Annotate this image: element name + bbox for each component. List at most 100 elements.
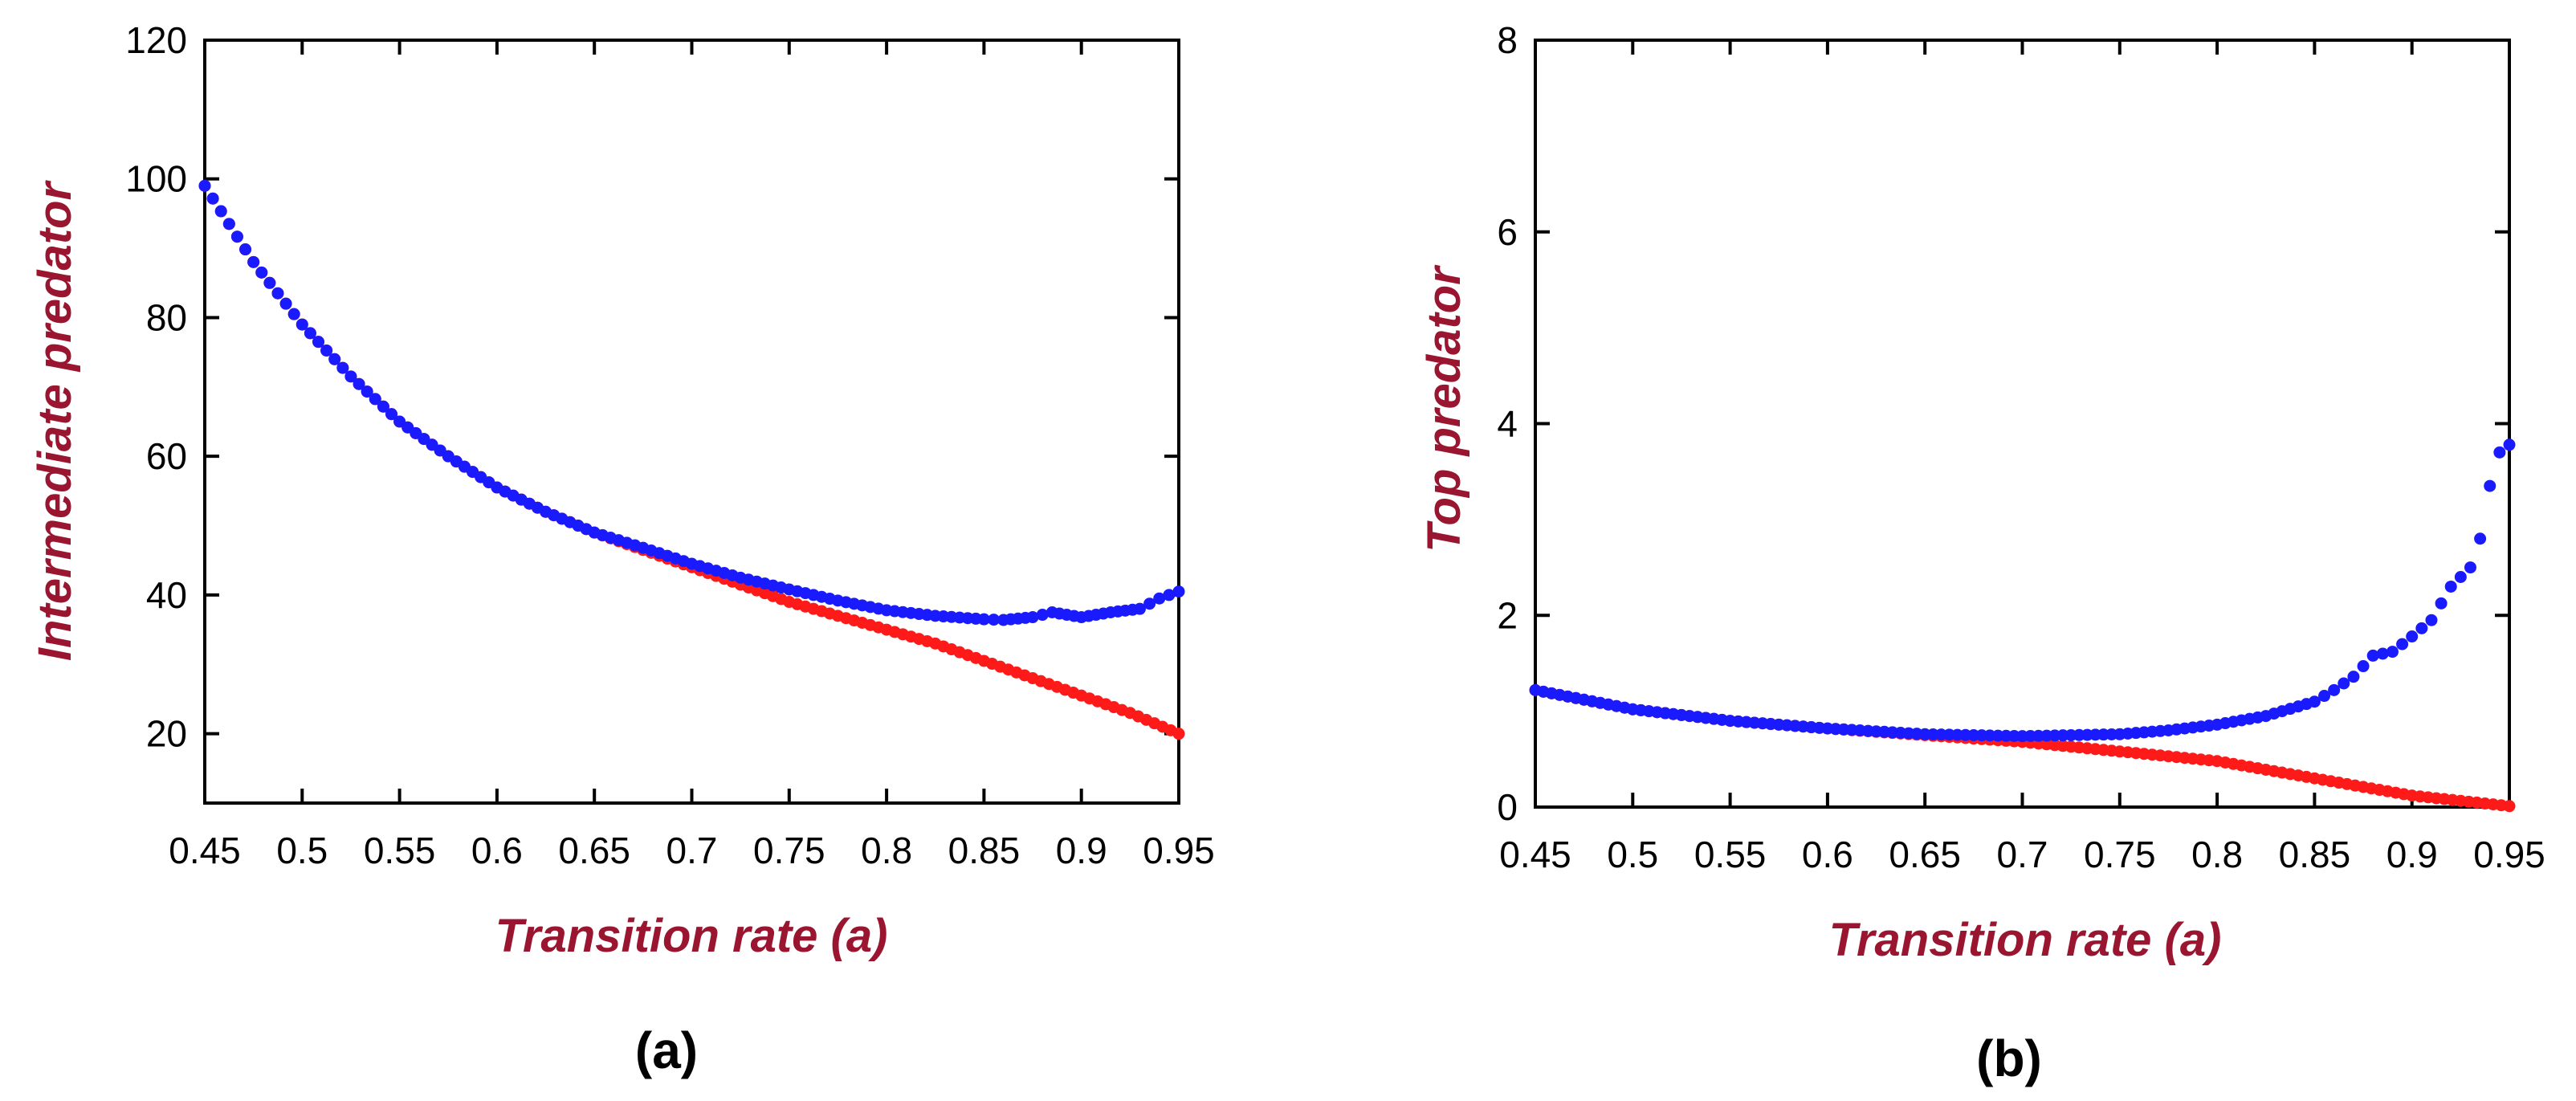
ticks-a [203, 39, 1180, 803]
data-point-blue [198, 179, 211, 192]
data-point-blue [2308, 695, 2321, 708]
x-tick-labels-a: 0.45 0.5 0.55 0.6 0.65 0.7 0.75 0.8 0.85 0.9 0.95 [169, 830, 1215, 871]
data-point-red [1172, 728, 1185, 740]
y-tick-label: 120 [125, 19, 187, 61]
data-point-blue [353, 377, 365, 390]
data-point-blue [255, 266, 268, 279]
data-point-blue [2376, 647, 2389, 660]
y-tick-label: 60 [146, 435, 187, 477]
y-axis-title-b: Top predator [1418, 264, 1470, 553]
data-point-blue [2503, 438, 2516, 451]
data-point-blue [312, 336, 325, 349]
data-point-blue [977, 613, 990, 626]
x-tick-label: 0.45 [1499, 834, 1571, 875]
y-tick-label: 20 [146, 713, 187, 755]
data-point-blue [239, 243, 252, 256]
data-point-blue [2435, 597, 2448, 610]
x-tick-label: 0.45 [169, 830, 241, 871]
data-point-blue [279, 297, 292, 310]
y-tick-label: 0 [1497, 786, 1518, 828]
data-point-blue [320, 344, 333, 357]
x-tick-label: 0.65 [558, 830, 630, 871]
panel-label-a: (a) [635, 1021, 698, 1079]
plot-frame-b [1534, 39, 2511, 809]
x-tick-label: 0.95 [1143, 830, 1215, 871]
data-point-blue [369, 393, 381, 406]
data-point-blue [1153, 592, 1166, 605]
x-tick-label: 0.85 [2279, 834, 2351, 875]
panel-label-b: (b) [1976, 1030, 2042, 1087]
x-tick-label: 0.8 [2191, 834, 2243, 875]
data-point-blue [1143, 597, 1156, 610]
data-point-blue [377, 400, 389, 413]
data-point-blue [2347, 671, 2360, 683]
x-tick-label: 0.6 [471, 830, 523, 871]
data-point-blue [1163, 589, 1176, 601]
data-point-blue [361, 385, 373, 398]
data-point-blue [328, 353, 341, 365]
x-tick-label: 0.55 [364, 830, 436, 871]
data-point-blue [230, 230, 243, 243]
x-axis-title-b: Transition rate (a) [1829, 914, 2222, 966]
y-tick-label: 8 [1497, 19, 1518, 61]
y-tick-labels-a: 20 40 60 80 100 120 [125, 19, 187, 755]
x-tick-label: 0.5 [1607, 834, 1658, 875]
data-points-a [198, 179, 1185, 740]
x-tick-label: 0.5 [276, 830, 328, 871]
y-tick-label: 100 [125, 158, 187, 200]
y-tick-label: 2 [1497, 594, 1518, 636]
data-points-b [1529, 438, 2516, 813]
data-point-blue [296, 318, 308, 331]
data-point-blue [2366, 649, 2379, 662]
data-point-blue [2396, 638, 2409, 650]
data-point-blue [2357, 660, 2370, 673]
data-point-blue [1036, 609, 1049, 622]
y-tick-label: 80 [146, 296, 187, 338]
data-point-blue [2318, 690, 2331, 703]
data-point-blue [206, 192, 219, 205]
data-point-blue [2425, 614, 2438, 626]
x-tick-label: 0.75 [753, 830, 825, 871]
data-point-blue [2464, 561, 2476, 574]
data-point-blue [263, 276, 276, 289]
x-tick-label: 0.7 [666, 830, 718, 871]
plot-frame-a [203, 39, 1180, 805]
data-point-blue [385, 408, 397, 421]
x-tick-label: 0.6 [1802, 834, 1853, 875]
data-point-blue [287, 308, 300, 320]
y-tick-labels-b: 0 2 4 6 8 [1497, 19, 1518, 828]
x-tick-label: 0.7 [1997, 834, 2048, 875]
data-point-blue [1133, 602, 1146, 615]
data-point-blue [1026, 611, 1039, 624]
x-tick-label: 0.85 [948, 830, 1021, 871]
chart-panel-b: 0.45 0.5 0.55 0.6 0.65 0.7 0.75 0.8 0.85 0.9 0.95 … [1418, 19, 2545, 1087]
data-point-blue [2474, 532, 2487, 545]
data-point-blue [2338, 677, 2350, 690]
data-point-blue [2415, 622, 2428, 634]
ticks-b [1534, 39, 2511, 809]
data-point-blue [2454, 571, 2467, 583]
x-tick-label: 0.9 [2386, 834, 2438, 875]
data-point-blue [222, 218, 235, 230]
x-axis-title-a: Transition rate (a) [495, 910, 888, 962]
data-point-blue [1172, 585, 1185, 598]
data-point-blue [247, 255, 260, 268]
chart-panel-a: 0.45 0.5 0.55 0.6 0.65 0.7 0.75 0.8 0.85 0.9 0.95 … [29, 19, 1215, 1079]
data-point-blue [2493, 446, 2506, 459]
data-point-blue [988, 614, 1001, 626]
y-tick-label: 6 [1497, 211, 1518, 253]
data-point-blue [2328, 683, 2341, 696]
data-point-blue [304, 327, 316, 340]
data-point-blue [2406, 630, 2419, 643]
y-tick-label: 4 [1497, 403, 1518, 445]
x-tick-label: 0.55 [1694, 834, 1767, 875]
data-point-blue [344, 370, 357, 383]
x-tick-label: 0.75 [2084, 834, 2156, 875]
x-tick-label: 0.8 [861, 830, 912, 871]
data-point-red [2503, 800, 2516, 813]
data-point-blue [2484, 479, 2497, 492]
data-point-blue [271, 287, 284, 300]
x-tick-labels-b: 0.45 0.5 0.55 0.6 0.65 0.7 0.75 0.8 0.85 0.9 0.95 [1499, 834, 2545, 875]
y-tick-label: 40 [146, 574, 187, 616]
